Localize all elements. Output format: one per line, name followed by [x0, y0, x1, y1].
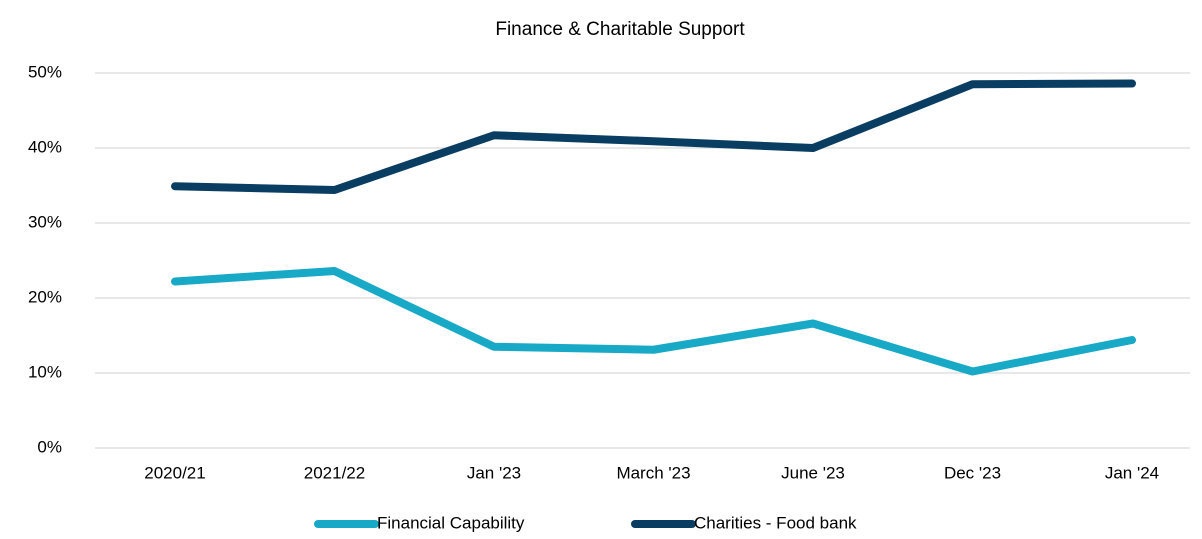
- series-line: [171, 79, 1136, 194]
- y-tick-label: 50%: [28, 62, 62, 81]
- x-tick-label: March '23: [616, 463, 690, 482]
- x-tick-label: Jan '23: [467, 463, 521, 482]
- y-tick-label: 0%: [37, 437, 62, 456]
- x-tick-label: 2020/21: [144, 463, 205, 482]
- y-tick-label: 10%: [28, 362, 62, 381]
- y-tick-label: 30%: [28, 212, 62, 231]
- legend-label: Financial Capability: [377, 513, 525, 532]
- legend-label: Charities - Food bank: [694, 513, 857, 532]
- y-tick-label: 40%: [28, 137, 62, 156]
- x-tick-label: 2021/22: [304, 463, 365, 482]
- y-tick-label: 20%: [28, 287, 62, 306]
- series-line: [171, 267, 1136, 376]
- chart-title: Finance & Charitable Support: [495, 19, 745, 40]
- x-tick-label: Dec '23: [944, 463, 1001, 482]
- x-tick-label: Jan '24: [1105, 463, 1159, 482]
- x-tick-label: June '23: [781, 463, 845, 482]
